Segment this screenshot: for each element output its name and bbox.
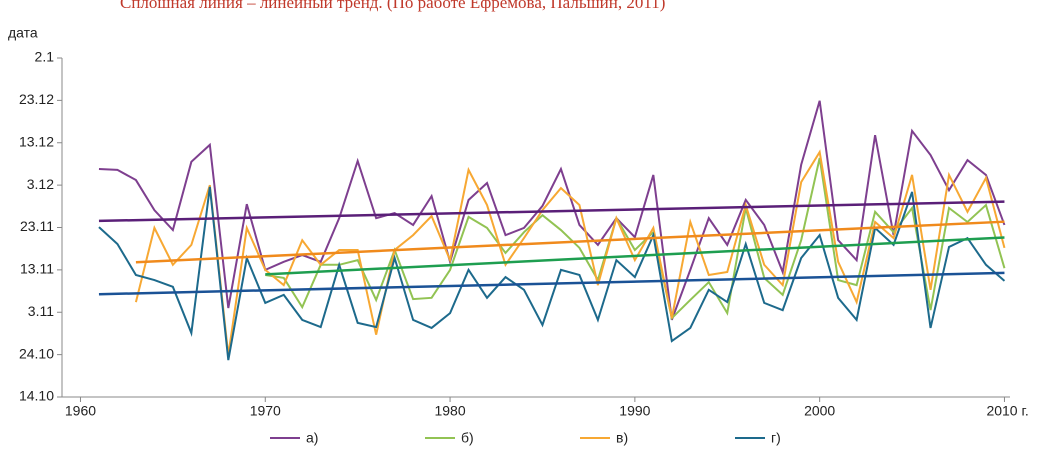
series-line xyxy=(265,157,1006,321)
y-tick-label: 14.10 xyxy=(19,388,54,404)
x-tick-label: 1960 xyxy=(65,403,96,419)
trend-line xyxy=(98,200,1005,223)
trend-line xyxy=(265,236,1005,276)
chart-title: Сплошная линия – линейный тренд. (По раб… xyxy=(120,0,665,12)
x-tick-label: 1970 xyxy=(250,403,281,419)
y-tick-label: 3.11 xyxy=(28,303,54,319)
trend-line xyxy=(98,271,1005,296)
y-tick-label: 24.10 xyxy=(19,345,54,361)
legend-label: б) xyxy=(461,430,474,446)
trend-line xyxy=(135,220,1005,264)
y-tick-label: 13.11 xyxy=(20,261,54,277)
y-tick-label: 23.12 xyxy=(19,91,54,107)
series-line xyxy=(98,186,1006,361)
x-tick-label: 1980 xyxy=(434,403,465,419)
y-tick-label: 23.11 xyxy=(20,218,54,234)
y-axis-label: дата xyxy=(8,25,38,41)
legend-label: а) xyxy=(306,430,318,446)
x-tick-label: 2000 xyxy=(804,403,835,419)
series-line xyxy=(98,100,1006,321)
y-tick-label: 13.12 xyxy=(19,133,54,149)
y-tick-label: 3.12 xyxy=(27,176,54,192)
x-tick-label: 2010 г. xyxy=(986,403,1028,419)
series-line xyxy=(134,149,1006,356)
y-tick-label: 2.1 xyxy=(35,49,55,65)
x-tick-label: 1990 xyxy=(619,403,650,419)
legend-label: г) xyxy=(771,430,781,446)
legend-label: в) xyxy=(616,430,628,446)
